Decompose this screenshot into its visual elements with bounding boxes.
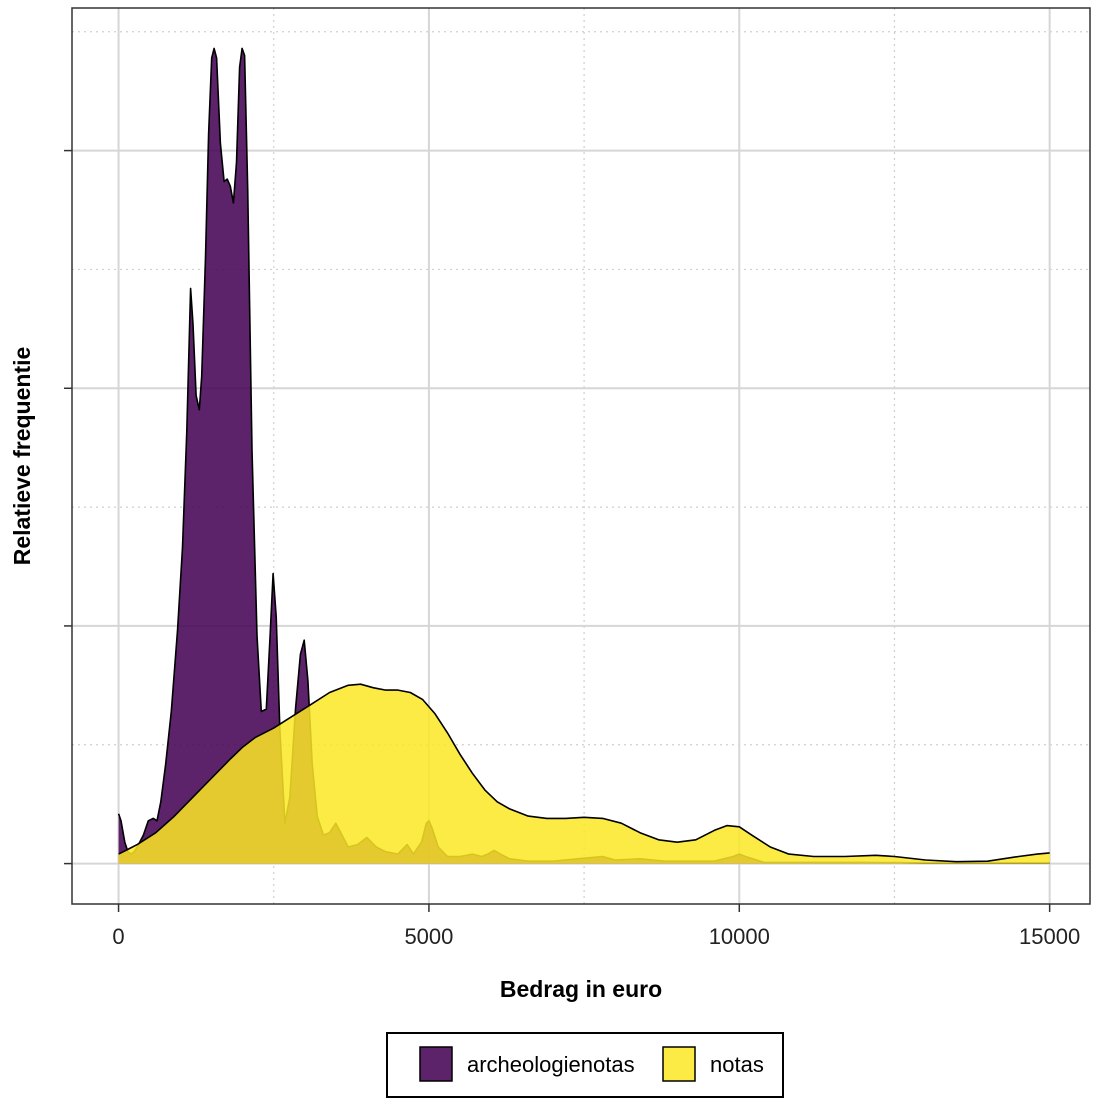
legend-box <box>386 1032 784 1098</box>
y-axis-title: Relatieve frequentie <box>9 347 35 566</box>
x-tick-label: 15000 <box>1019 924 1080 949</box>
x-tick-label: 10000 <box>709 924 770 949</box>
legend: archeologienotas notas <box>386 1032 784 1098</box>
legend-key-notas <box>662 1046 696 1082</box>
legend-label-notas: notas <box>710 1052 764 1077</box>
legend-label-archeologienotas: archeologienotas <box>467 1052 635 1077</box>
legend-key-archeologienotas <box>419 1046 453 1082</box>
density-outline-notas <box>118 683 1050 863</box>
density-area-notas <box>118 684 1050 864</box>
frame-layer <box>64 7 1091 912</box>
x-tick-label: 0 <box>112 924 124 949</box>
label-layer: 0 5000 10000 15000 Bedrag in euro Relatieve f… <box>9 347 1080 1002</box>
x-tick-label: 5000 <box>404 924 453 949</box>
x-axis-title: Bedrag in euro <box>500 976 662 1002</box>
plot-panel-border <box>71 7 1091 905</box>
series-layer <box>117 47 1050 864</box>
